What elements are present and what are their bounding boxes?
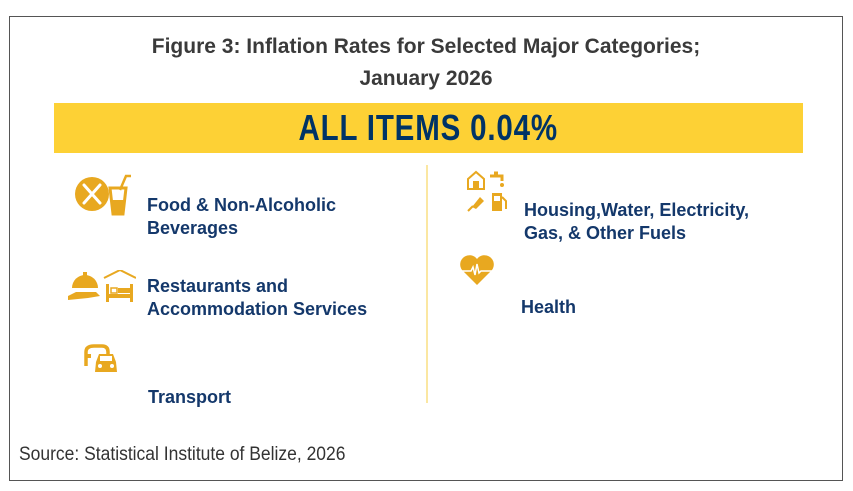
all-items-banner: ALL ITEMS 0.04% [54, 103, 803, 153]
restaurant-hotel-icon [68, 270, 136, 302]
food-label-line2: Beverages [147, 218, 239, 238]
food-label-line1: Food & Non-Alcoholic [147, 195, 336, 215]
health-label: Health [521, 296, 576, 319]
figure-frame: Figure 3: Inflation Rates for Selected M… [9, 16, 843, 481]
source-note: Source: Statistical Institute of Belize,… [19, 444, 346, 465]
heart-pulse-icon [460, 255, 494, 285]
figure-title: Figure 3: Inflation Rates for Selected M… [10, 31, 842, 95]
housing-label: Housing,Water, Electricity, Gas, & Other… [524, 199, 749, 245]
restaurants-label: Restaurants and Accommodation Services [147, 275, 367, 321]
food-label: Food & Non-Alcoholic Beverages [147, 194, 336, 240]
transport-label: Transport [148, 386, 231, 409]
housing-label-line1: Housing,Water, Electricity, [524, 200, 750, 220]
title-line-1: Figure 3: Inflation Rates for Selected M… [151, 35, 701, 58]
vehicles-icon [84, 344, 117, 372]
all-items-value: ALL ITEMS 0.04% [298, 107, 559, 148]
restaurants-label-line1: Restaurants and [147, 276, 289, 296]
food-drink-icon [75, 174, 131, 216]
column-divider [426, 165, 428, 403]
health-label-line1: Health [521, 297, 577, 317]
restaurants-label-line2: Accommodation Services [147, 299, 368, 319]
title-line-2: January 2026 [359, 67, 493, 90]
transport-label-line1: Transport [148, 387, 232, 407]
housing-label-line2: Gas, & Other Fuels [524, 223, 687, 243]
housing-utilities-icon [467, 170, 507, 212]
